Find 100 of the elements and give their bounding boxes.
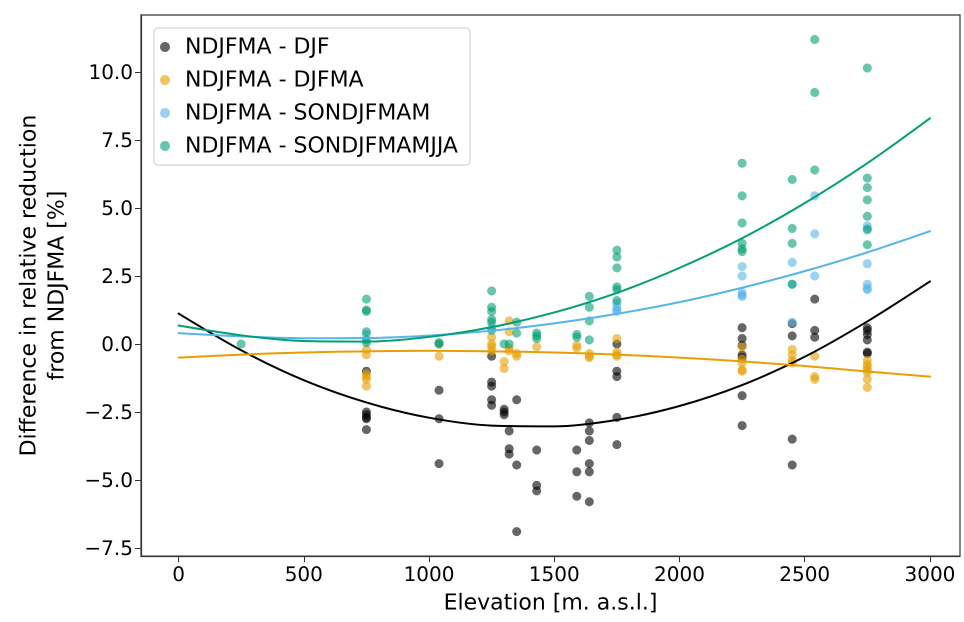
point bbox=[532, 342, 542, 352]
point bbox=[362, 382, 371, 391]
point bbox=[862, 259, 872, 268]
point bbox=[532, 334, 542, 344]
point bbox=[810, 88, 820, 97]
x-tick-label: 0 bbox=[172, 562, 185, 586]
point bbox=[487, 400, 496, 410]
point bbox=[584, 335, 594, 344]
point bbox=[810, 374, 820, 384]
point bbox=[584, 426, 594, 436]
point bbox=[487, 286, 496, 296]
point bbox=[584, 436, 594, 446]
point bbox=[862, 64, 872, 73]
point bbox=[612, 263, 622, 272]
y-tick-label: 10.0 bbox=[88, 60, 133, 84]
point bbox=[738, 191, 747, 200]
point bbox=[738, 247, 747, 256]
point bbox=[434, 386, 444, 395]
point bbox=[500, 410, 509, 420]
point bbox=[862, 174, 872, 183]
x-tick-label: 1000 bbox=[404, 562, 454, 586]
point bbox=[738, 262, 747, 272]
point bbox=[584, 467, 594, 476]
y-axis-title: Difference in relative reduction from NDJFMA [%] bbox=[16, 114, 70, 456]
point bbox=[810, 34, 820, 44]
y-tick-label: −2.5 bbox=[84, 400, 133, 424]
point bbox=[504, 450, 514, 459]
point bbox=[504, 426, 514, 436]
point bbox=[788, 460, 797, 470]
point bbox=[487, 382, 496, 391]
point bbox=[810, 272, 820, 281]
point bbox=[584, 292, 594, 301]
point bbox=[612, 440, 622, 450]
point bbox=[810, 229, 820, 238]
point bbox=[612, 372, 622, 382]
point bbox=[738, 218, 747, 228]
point bbox=[572, 332, 582, 342]
legend-label: NDJFMA - DJFMA bbox=[185, 68, 364, 92]
point bbox=[862, 183, 872, 192]
point bbox=[512, 527, 522, 536]
point bbox=[512, 352, 522, 361]
y-tick-label: −7.5 bbox=[84, 536, 133, 560]
point bbox=[862, 212, 872, 221]
point bbox=[572, 492, 582, 501]
point bbox=[532, 486, 542, 496]
x-tick-label: 3000 bbox=[904, 562, 956, 586]
point bbox=[236, 340, 246, 349]
x-tick-label: 2000 bbox=[654, 562, 705, 586]
point bbox=[738, 158, 747, 168]
point bbox=[862, 335, 872, 344]
point bbox=[810, 294, 820, 304]
point bbox=[512, 460, 522, 470]
point bbox=[788, 434, 797, 444]
point bbox=[584, 302, 594, 312]
point bbox=[612, 252, 622, 262]
point bbox=[788, 224, 797, 233]
point bbox=[738, 323, 747, 332]
point bbox=[788, 331, 797, 340]
point bbox=[738, 391, 747, 400]
point bbox=[362, 327, 371, 336]
point bbox=[862, 383, 872, 392]
point bbox=[862, 374, 872, 384]
point bbox=[810, 332, 820, 342]
point bbox=[862, 240, 872, 250]
point bbox=[434, 352, 444, 361]
point bbox=[487, 318, 496, 327]
point bbox=[584, 497, 594, 506]
point bbox=[612, 296, 622, 305]
point bbox=[738, 272, 747, 281]
x-tick-label: 1500 bbox=[528, 562, 580, 586]
point bbox=[572, 467, 582, 476]
x-axis-title: Elevation [m. a.s.l.] bbox=[444, 590, 658, 616]
point bbox=[788, 258, 797, 267]
point bbox=[362, 425, 371, 434]
legend-label: NDJFMA - SONDJFMAMJJA bbox=[185, 134, 458, 158]
point bbox=[487, 306, 496, 316]
point bbox=[584, 459, 594, 468]
point bbox=[788, 175, 797, 184]
y-tick-label: 0.0 bbox=[101, 332, 133, 356]
point bbox=[362, 294, 371, 304]
y-tick-label: 7.5 bbox=[101, 128, 133, 152]
legend-label: NDJFMA - SONDJFMAM bbox=[185, 100, 430, 126]
point bbox=[572, 344, 582, 353]
point bbox=[532, 446, 542, 455]
point bbox=[434, 459, 444, 468]
x-tick-label: 500 bbox=[284, 562, 323, 586]
point bbox=[862, 195, 872, 204]
y-tick-label: 2.5 bbox=[101, 264, 133, 288]
point bbox=[788, 238, 797, 248]
legend-label: NDJFMA - DJF bbox=[185, 34, 330, 60]
point bbox=[512, 328, 522, 338]
point bbox=[500, 364, 509, 373]
y-tick-label: −5.0 bbox=[84, 468, 133, 492]
y-tick-label: 5.0 bbox=[101, 196, 133, 220]
point bbox=[738, 421, 747, 430]
point bbox=[810, 165, 820, 174]
x-tick-label: 2500 bbox=[779, 562, 830, 586]
line-series bbox=[178, 280, 931, 428]
point bbox=[512, 395, 522, 404]
point bbox=[612, 334, 622, 344]
